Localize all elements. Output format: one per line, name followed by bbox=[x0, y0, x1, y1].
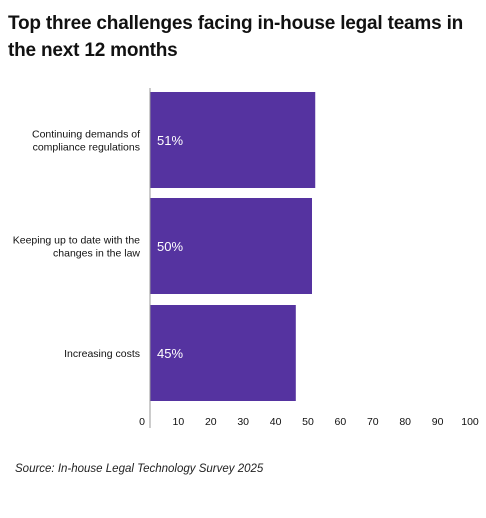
x-tick-label-80: 80 bbox=[399, 416, 411, 428]
x-tick-label-70: 70 bbox=[367, 416, 379, 428]
x-tick-label-10: 10 bbox=[173, 416, 185, 428]
x-tick-label-60: 60 bbox=[335, 416, 347, 428]
data-label-1: 51% bbox=[157, 133, 183, 148]
bar-2 bbox=[150, 198, 312, 294]
x-tick-label-20: 20 bbox=[205, 416, 217, 428]
data-labels-layer: 51% 50% 45% bbox=[157, 133, 183, 361]
x-tick-label-40: 40 bbox=[270, 416, 282, 428]
x-tick-label-30: 30 bbox=[237, 416, 249, 428]
x-tick-label-0: 0 bbox=[139, 416, 145, 428]
x-tick-label-90: 90 bbox=[432, 416, 444, 428]
x-tick-label-100: 100 bbox=[461, 416, 479, 428]
bar-1 bbox=[150, 92, 316, 188]
source-note: Source: In-house Legal Technology Survey… bbox=[15, 463, 264, 475]
category-label-1: Continuing demands of compliance regulati… bbox=[32, 129, 140, 154]
x-tick-label-50: 50 bbox=[302, 416, 314, 428]
x-ticks-layer: 0 10 20 30 40 50 60 70 80 90 100 bbox=[139, 416, 479, 428]
category-label-2: Keeping up to date with the changes in th… bbox=[13, 235, 141, 260]
data-label-3: 45% bbox=[157, 346, 183, 361]
category-label-3: Increasing costs bbox=[64, 348, 140, 360]
chart-title: Top three challenges facing in-house leg… bbox=[8, 13, 464, 61]
bar-3 bbox=[150, 305, 296, 401]
data-label-2: 50% bbox=[157, 239, 183, 254]
category-labels-layer: Continuing demands of compliance regulati… bbox=[13, 129, 141, 361]
bars-layer bbox=[150, 92, 316, 401]
